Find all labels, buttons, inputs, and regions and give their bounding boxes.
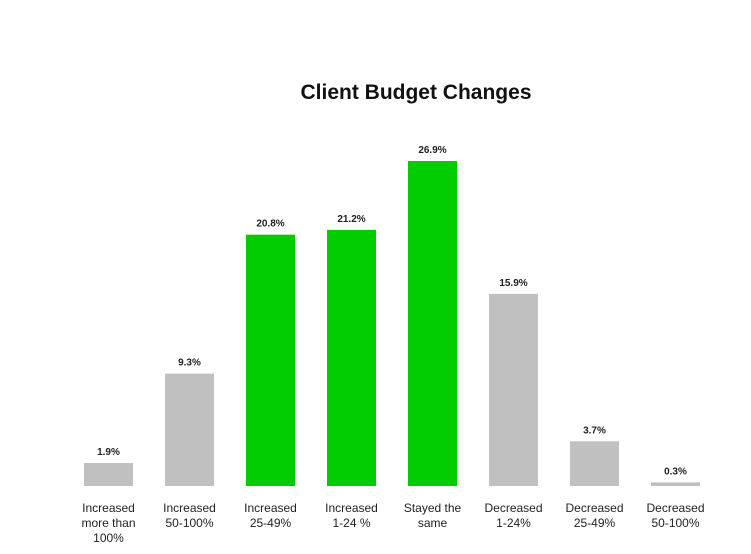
bar-4	[408, 161, 457, 486]
x-tick-label-2: Increased 25-49%	[244, 501, 297, 530]
x-tick-label-line: Decreased	[646, 501, 704, 515]
bar-7	[651, 482, 700, 486]
x-tick-label-line: 100%	[93, 531, 124, 545]
x-tick-label-line: Decreased	[484, 501, 542, 515]
x-tick-label-6: Decreased 25-49%	[565, 501, 623, 530]
data-label-6: 3.7%	[583, 425, 606, 436]
data-label-4: 26.9%	[418, 145, 446, 156]
x-tick-label-line: Increased	[325, 501, 378, 515]
bar-6	[570, 441, 619, 486]
x-tick-label-line: Increased	[244, 501, 297, 515]
data-labels-layer: 1.9% 9.3% 20.8% 21.2% 26.9% 15.9% 3.7% 0.3%	[97, 145, 687, 477]
x-tick-label-1: Increased 50-100%	[163, 501, 216, 530]
bar-0	[84, 463, 133, 486]
x-tick-label-line: same	[418, 516, 448, 530]
bar-5	[489, 293, 538, 486]
bar-3	[327, 229, 376, 487]
bar-2	[246, 234, 295, 486]
chart-title: Client Budget Changes	[300, 81, 531, 104]
x-tick-label-3: Increased 1-24 %	[325, 501, 378, 530]
x-axis-tick-labels: Increased more than 100%Increased 50-100%In…	[81, 501, 704, 545]
x-tick-label-0: Increased more than 100%	[81, 501, 135, 545]
x-tick-label-7: Decreased 50-100%	[646, 501, 704, 530]
data-label-2: 20.8%	[256, 219, 284, 230]
x-tick-label-line: 25-49%	[250, 516, 292, 530]
x-tick-label-line: Increased	[163, 501, 216, 515]
x-tick-label-line: 25-49%	[574, 516, 616, 530]
data-label-7: 0.3%	[664, 466, 687, 477]
x-tick-label-line: Stayed the	[404, 501, 462, 515]
x-tick-label-line: Increased	[82, 501, 135, 515]
x-tick-label-line: more than	[81, 516, 135, 530]
x-tick-label-line: 50-100%	[651, 516, 699, 530]
bars-layer	[84, 161, 700, 487]
x-tick-label-line: 1-24 %	[332, 516, 370, 530]
data-label-5: 15.9%	[499, 278, 527, 289]
data-label-1: 9.3%	[178, 358, 201, 369]
data-label-0: 1.9%	[97, 447, 120, 458]
data-label-3: 21.2%	[337, 214, 365, 225]
x-tick-label-line: Decreased	[565, 501, 623, 515]
x-tick-label-line: 1-24%	[496, 516, 531, 530]
x-tick-label-5: Decreased 1-24%	[484, 501, 542, 530]
x-tick-label-line: 50-100%	[165, 516, 213, 530]
x-tick-label-4: Stayed the same	[404, 501, 462, 530]
bar-1	[165, 373, 214, 486]
